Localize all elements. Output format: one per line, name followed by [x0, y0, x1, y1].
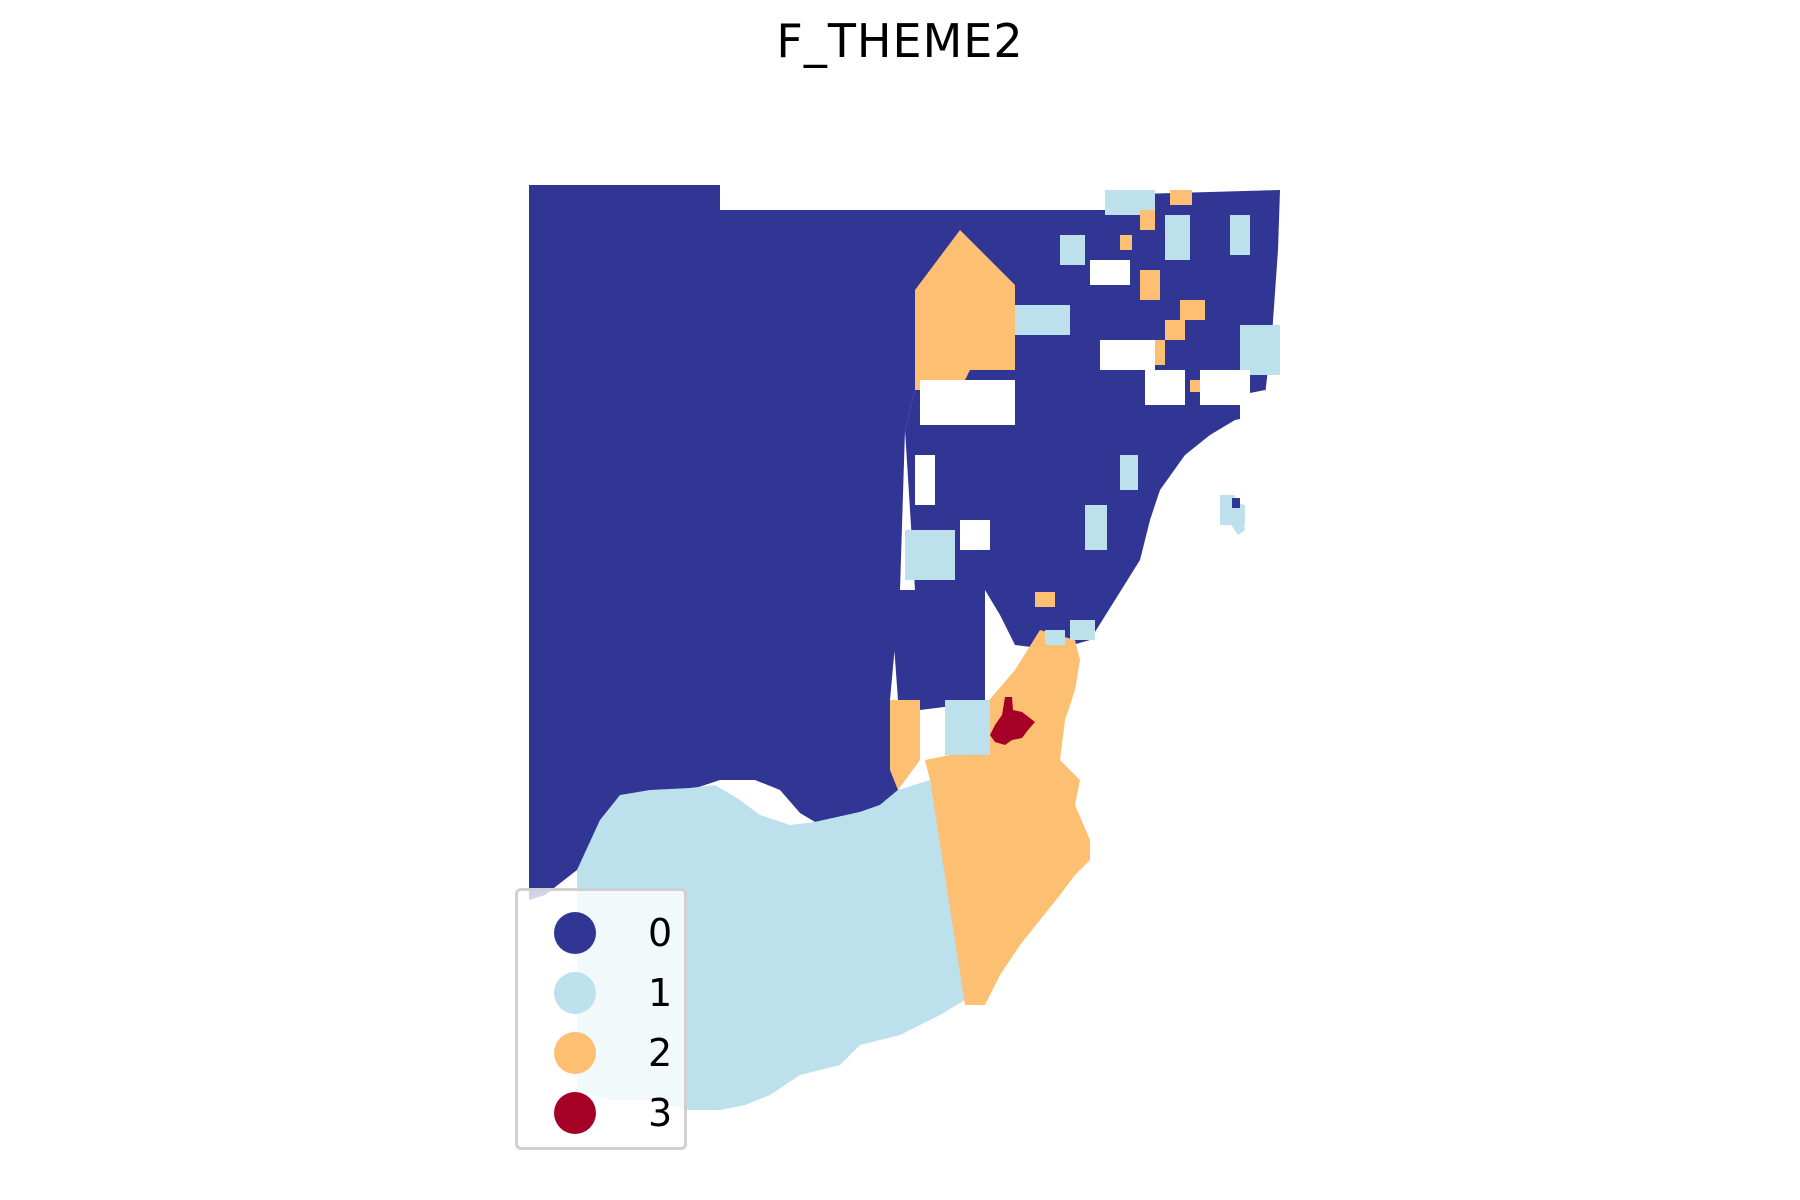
legend-label-1: 1: [648, 971, 673, 1015]
region-class-1-scatter: [905, 190, 1280, 755]
legend-swatch-0: [554, 912, 596, 954]
legend-label-0: 0: [648, 911, 673, 955]
map-title: F_THEME2: [776, 14, 1024, 68]
region-no-data: [915, 130, 1275, 550]
region-class-3: [990, 697, 1035, 745]
legend-entry-2: 2: [518, 1028, 684, 1078]
legend-entry-3: 3: [518, 1088, 684, 1138]
legend-swatch-2: [554, 1032, 596, 1074]
map-legend: 0 1 2 3: [515, 888, 687, 1150]
islands: [1220, 495, 1245, 535]
region-class-0-south: [890, 590, 985, 710]
legend-swatch-3: [554, 1092, 596, 1134]
legend-label-3: 3: [648, 1091, 673, 1135]
legend-swatch-1: [554, 972, 596, 1014]
region-class-2-west-block: [890, 700, 920, 790]
region-class-2-north: [915, 230, 1070, 390]
region-class-2-southeast: [925, 630, 1090, 1005]
region-class-0-west: [529, 185, 960, 900]
legend-entry-0: 0: [518, 908, 684, 958]
legend-entry-1: 1: [518, 968, 684, 1018]
legend-label-2: 2: [648, 1031, 673, 1075]
